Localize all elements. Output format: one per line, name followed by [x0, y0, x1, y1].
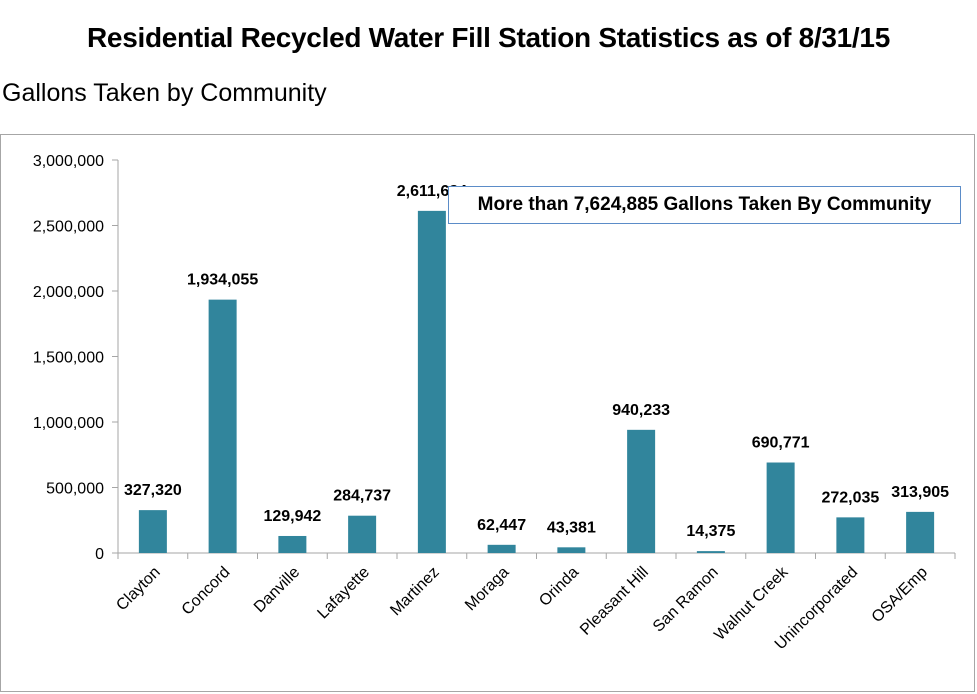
bar-series: [138, 210, 935, 554]
data-label: 690,771: [752, 435, 810, 452]
y-tick-label: 1,000,000: [33, 415, 104, 432]
bar-moraga: [487, 544, 516, 553]
bar-clayton: [138, 510, 167, 553]
category-label: Concord: [179, 564, 234, 619]
y-axis: 0 500,000 1,000,000 1,500,000 2,000,000 2,500…: [33, 153, 119, 563]
y-tick-label: 500,000: [46, 481, 104, 498]
data-label: 272,035: [821, 489, 879, 506]
data-label: 284,737: [333, 488, 391, 505]
category-label: Pleasant Hill: [577, 564, 652, 639]
x-axis: [117, 552, 956, 559]
category-label: Lafayette: [314, 564, 373, 623]
category-label: OSA/Emp: [869, 564, 931, 626]
category-label: Martinez: [387, 564, 442, 619]
y-tick-label: 2,500,000: [33, 219, 104, 236]
y-tick-label: 2,000,000: [33, 284, 104, 301]
category-label: San Ramon: [650, 564, 722, 636]
bar-walnut-creek: [766, 462, 795, 553]
chart-subtitle: Gallons Taken by Community: [2, 79, 327, 107]
data-label: 313,905: [891, 484, 949, 501]
bar-pleasant-hill: [627, 429, 656, 553]
bar-osa-emp: [906, 511, 935, 553]
data-label: 43,381: [547, 519, 596, 536]
data-label: 62,447: [477, 517, 526, 534]
category-label: Danville: [251, 564, 303, 616]
data-labels: 327,3201,934,055129,942284,7372,611,6846…: [124, 183, 949, 540]
category-labels: Clayton Concord Danville Lafayette Martinez M…: [113, 563, 931, 653]
bar-orinda: [557, 547, 586, 553]
category-label: Moraga: [462, 564, 512, 614]
bar-concord: [208, 299, 237, 553]
y-tick-label: 1,500,000: [33, 350, 104, 367]
data-label: 129,942: [263, 508, 321, 525]
bar-unincorporated: [836, 517, 865, 553]
bar-lafayette: [348, 515, 377, 553]
data-label: 327,320: [124, 482, 182, 499]
bar-danville: [278, 535, 307, 553]
bar-martinez: [417, 210, 446, 554]
data-label: 14,375: [686, 523, 735, 540]
chart-area: [0, 134, 975, 692]
bar-san-ramon: [696, 551, 725, 553]
chart-title: Residential Recycled Water Fill Station …: [87, 22, 890, 53]
category-label: Clayton: [113, 564, 163, 614]
data-label: 940,233: [612, 402, 670, 419]
y-tick-label: 0: [95, 546, 104, 563]
data-label: 1,934,055: [187, 272, 258, 289]
y-tick-label: 3,000,000: [33, 153, 104, 170]
total-annotation-box: More than 7,624,885 Gallons Taken By Com…: [448, 186, 961, 224]
category-label: Orinda: [536, 564, 582, 610]
